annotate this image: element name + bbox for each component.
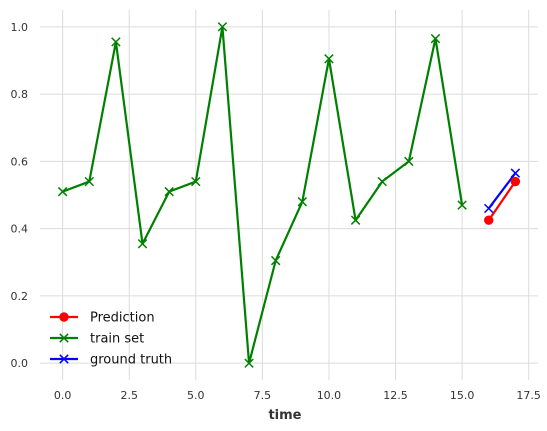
series-group bbox=[57, 22, 521, 368]
x-marker-stroke bbox=[350, 215, 361, 225]
x-marker-stroke bbox=[377, 176, 387, 187]
x-tick-label: 15.0 bbox=[450, 389, 475, 402]
data-point bbox=[270, 255, 281, 266]
x-marker-stroke bbox=[137, 239, 148, 249]
series-prediction bbox=[484, 176, 521, 225]
x-marker-stroke bbox=[270, 255, 281, 266]
x-marker-stroke bbox=[111, 37, 121, 47]
y-tick-label: 0.2 bbox=[11, 290, 29, 303]
legend-label: train set bbox=[90, 332, 144, 347]
legend-marker bbox=[59, 354, 69, 364]
data-point bbox=[510, 176, 521, 187]
data-point bbox=[430, 33, 441, 44]
data-point bbox=[137, 239, 148, 249]
x-marker-stroke bbox=[57, 186, 68, 197]
legend-marker bbox=[59, 312, 69, 322]
x-tick-label: 10.0 bbox=[317, 389, 342, 402]
data-point bbox=[244, 358, 254, 368]
x-marker-stroke bbox=[59, 354, 69, 364]
legend-item: Prediction bbox=[50, 311, 155, 326]
x-marker-stroke bbox=[510, 168, 521, 178]
series-ground-truth bbox=[484, 168, 521, 214]
data-point bbox=[457, 200, 467, 210]
data-point bbox=[191, 176, 201, 187]
x-axis-label: time bbox=[268, 408, 301, 423]
data-point bbox=[164, 186, 174, 197]
x-marker-stroke bbox=[244, 358, 254, 368]
x-marker-stroke bbox=[217, 22, 228, 32]
data-point bbox=[350, 215, 361, 225]
x-tick-label: 7.5 bbox=[254, 389, 272, 402]
data-point bbox=[377, 176, 387, 187]
y-axis-ticks: 0.0 0.2 0.4 0.6 0.8 1.0 bbox=[11, 21, 29, 370]
x-marker-stroke bbox=[297, 196, 308, 207]
y-tick-label: 0.6 bbox=[11, 155, 29, 168]
legend-item: ground truth bbox=[50, 353, 172, 368]
series-train-set bbox=[57, 22, 467, 368]
legend-marker bbox=[59, 333, 69, 343]
y-tick-label: 0.0 bbox=[11, 357, 29, 370]
y-tick-label: 0.8 bbox=[11, 88, 29, 101]
data-point bbox=[484, 215, 494, 225]
x-marker-stroke bbox=[191, 176, 201, 187]
data-point bbox=[324, 54, 334, 64]
x-axis-ticks: 0.0 2.5 5.0 7.5 10.0 12.5 15.0 17.5 bbox=[54, 389, 541, 402]
x-tick-label: 2.5 bbox=[120, 389, 138, 402]
x-tick-label: 0.0 bbox=[54, 389, 72, 402]
x-marker-stroke bbox=[430, 33, 441, 44]
data-point bbox=[484, 203, 494, 214]
data-point bbox=[510, 168, 521, 178]
x-marker-stroke bbox=[484, 203, 494, 214]
data-point bbox=[111, 37, 121, 47]
legend-label: ground truth bbox=[90, 353, 172, 368]
grid bbox=[40, 10, 538, 380]
x-marker-stroke bbox=[164, 186, 174, 197]
series-line bbox=[487, 180, 517, 221]
series-line bbox=[62, 25, 464, 365]
legend: Prediction train set ground truth bbox=[50, 311, 172, 368]
data-point bbox=[84, 176, 94, 187]
data-point bbox=[217, 22, 228, 32]
y-tick-label: 0.4 bbox=[11, 223, 29, 236]
data-point bbox=[297, 196, 308, 207]
legend-label: Prediction bbox=[90, 311, 155, 326]
x-tick-label: 5.0 bbox=[187, 389, 205, 402]
x-marker-stroke bbox=[84, 176, 94, 187]
x-marker-stroke bbox=[404, 156, 414, 167]
x-tick-label: 12.5 bbox=[383, 389, 408, 402]
data-point bbox=[404, 156, 414, 167]
y-tick-label: 1.0 bbox=[11, 21, 29, 34]
x-marker-stroke bbox=[324, 54, 334, 64]
series-line bbox=[487, 172, 517, 210]
x-marker-stroke bbox=[59, 333, 69, 343]
data-point bbox=[57, 186, 68, 197]
legend-item: train set bbox=[50, 332, 144, 347]
x-tick-label: 17.5 bbox=[516, 389, 541, 402]
x-marker-stroke bbox=[457, 200, 467, 210]
